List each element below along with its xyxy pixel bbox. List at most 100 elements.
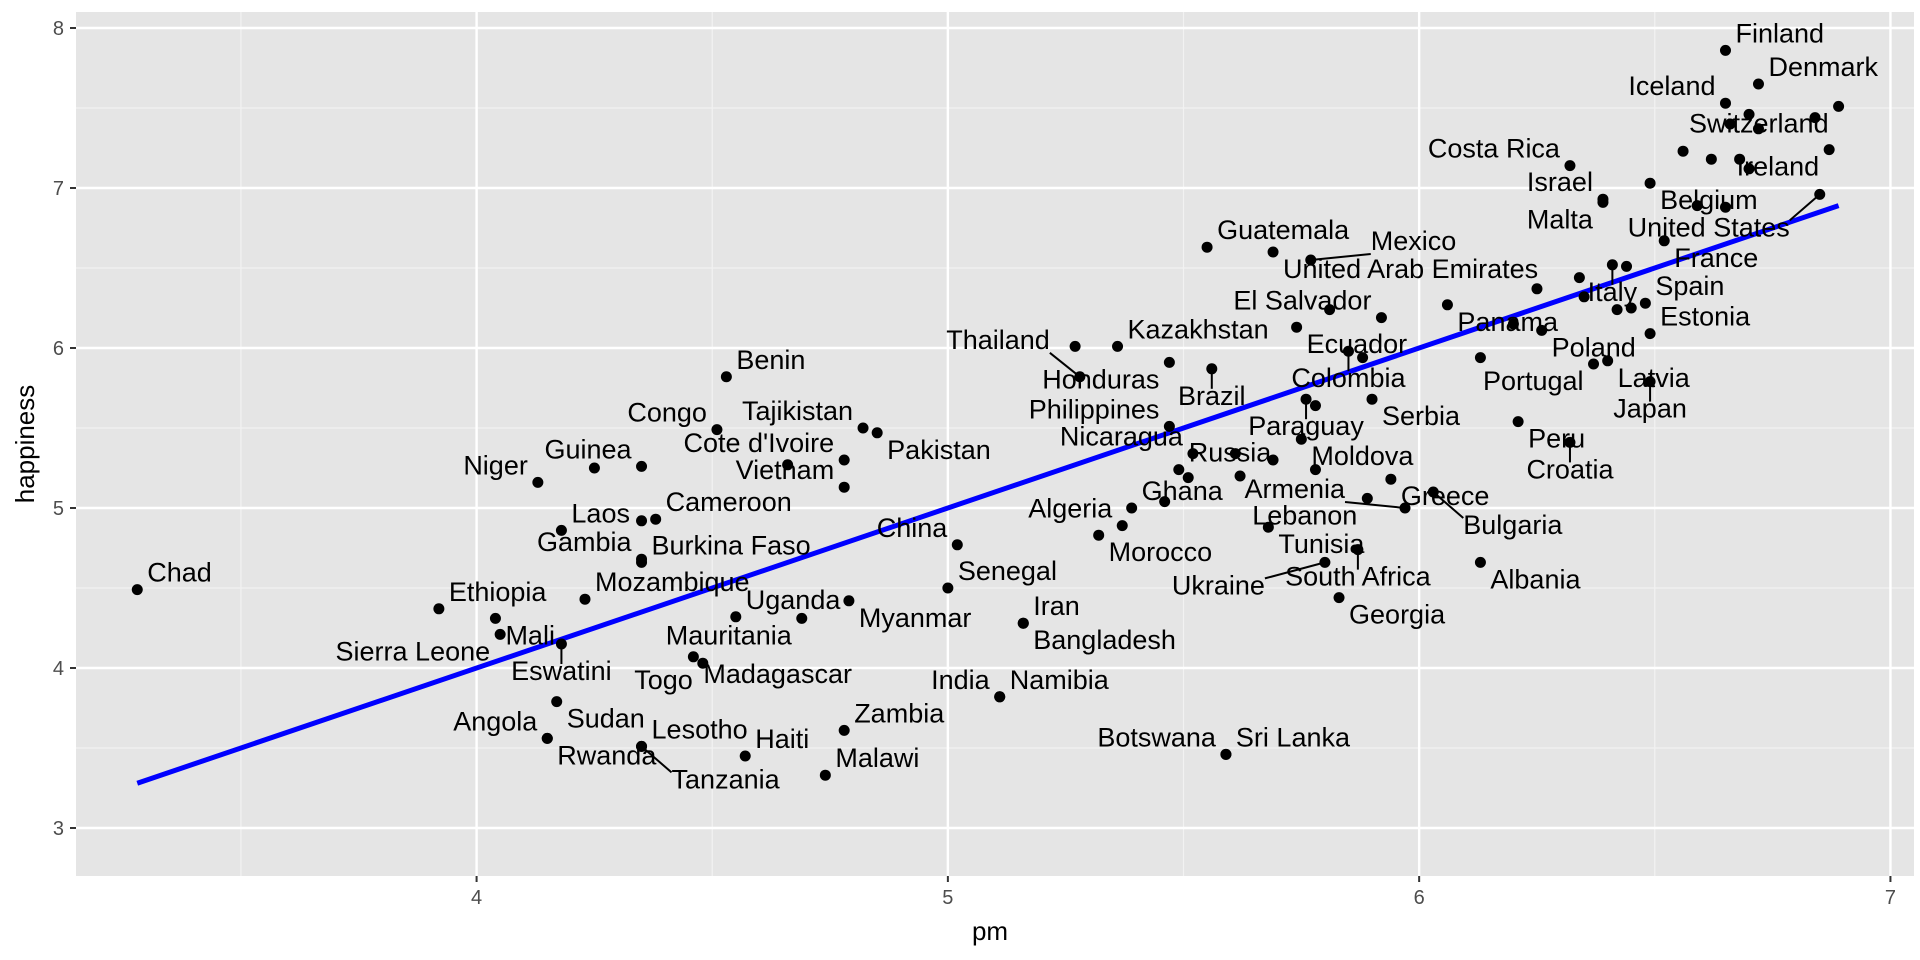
data-point	[1474, 352, 1486, 364]
point-label: Portugal	[1483, 366, 1584, 396]
point-label: Laos	[571, 498, 630, 528]
data-point	[1163, 420, 1175, 432]
label-leader-line	[1432, 491, 1464, 519]
data-point	[1724, 118, 1736, 130]
point-label: Estonia	[1660, 302, 1751, 332]
data-point	[1093, 529, 1105, 541]
data-point	[1361, 492, 1373, 504]
point-label: Poland	[1552, 332, 1636, 362]
point-label: Pakistan	[887, 435, 991, 465]
data-point	[1564, 160, 1576, 172]
data-point	[994, 691, 1006, 703]
data-point	[636, 460, 648, 472]
data-point	[1295, 433, 1307, 445]
data-point	[1159, 496, 1171, 508]
panel-background	[76, 12, 1914, 876]
data-point	[1173, 464, 1185, 476]
x-tick-label: 4	[471, 887, 482, 909]
point-label: Cameroon	[666, 487, 792, 517]
data-point	[1743, 163, 1755, 175]
data-point	[1512, 416, 1524, 428]
x-axis-title: pm	[972, 916, 1008, 946]
point-label: Serbia	[1382, 401, 1461, 431]
data-point	[1163, 356, 1175, 368]
point-label: Mexico	[1371, 226, 1457, 256]
trend-line	[136, 203, 1840, 786]
point-label: China	[877, 513, 949, 543]
point-label: Congo	[627, 398, 707, 428]
data-point	[1588, 358, 1600, 370]
data-point	[1536, 324, 1548, 336]
data-point	[1357, 352, 1369, 364]
data-point	[1069, 340, 1081, 352]
data-point	[494, 628, 506, 640]
data-point	[730, 611, 742, 623]
data-point	[1531, 283, 1543, 295]
label-leader-line	[1264, 561, 1326, 580]
data-point	[1597, 196, 1609, 208]
data-point	[1734, 153, 1746, 165]
point-label: United States	[1628, 212, 1790, 242]
data-point	[1719, 201, 1731, 213]
point-label: Croatia	[1526, 454, 1614, 484]
data-point	[1333, 592, 1345, 604]
point-label: Peru	[1528, 424, 1585, 454]
label-leader-line	[640, 745, 673, 774]
point-label: Israel	[1527, 167, 1593, 197]
label-leader-line	[1310, 253, 1371, 261]
data-point	[541, 732, 553, 744]
point-label: India	[931, 665, 991, 695]
point-label: Tajikistan	[742, 396, 853, 426]
y-tick-label: 7	[53, 178, 64, 200]
point-label: Ghana	[1142, 476, 1224, 506]
point-labels-group: Chad Finland Denmark Iceland Switzerland Irel…	[147, 18, 1878, 794]
point-label: Switzerland	[1689, 108, 1829, 138]
data-point	[838, 454, 850, 466]
point-label: Sudan	[567, 704, 645, 734]
data-point	[1220, 748, 1232, 760]
point-label: Armenia	[1244, 474, 1346, 504]
point-label: Namibia	[1010, 665, 1110, 695]
data-point	[871, 427, 883, 439]
point-label: Tunisia	[1278, 529, 1365, 559]
point-label: Myanmar	[859, 603, 972, 633]
point-label: Greece	[1401, 481, 1490, 511]
data-point	[739, 750, 751, 762]
point-label: Sri Lanka	[1236, 722, 1351, 752]
grid-minor	[76, 12, 1914, 876]
point-label: Paraguay	[1248, 411, 1364, 441]
data-point	[697, 657, 709, 669]
data-point	[1507, 318, 1519, 330]
x-tick-label: 5	[942, 887, 953, 909]
data-point	[1267, 246, 1279, 258]
point-label: Niger	[463, 450, 528, 480]
point-label: Colombia	[1291, 363, 1406, 393]
data-point	[1017, 617, 1029, 629]
data-point	[1611, 304, 1623, 316]
data-point	[782, 459, 794, 471]
data-point	[1625, 302, 1637, 314]
point-label: Moldova	[1311, 441, 1414, 471]
point-label: Latvia	[1618, 363, 1691, 393]
point-label: Albania	[1490, 564, 1581, 594]
point-label: Uganda	[746, 585, 842, 615]
data-point	[1719, 97, 1731, 109]
data-point	[1267, 454, 1279, 466]
data-point	[1309, 464, 1321, 476]
point-label: Bangladesh	[1033, 625, 1176, 655]
point-label: Nicaragua	[1060, 422, 1184, 452]
point-label: Mozambique	[595, 567, 750, 597]
data-point	[951, 539, 963, 551]
point-label: Finland	[1735, 18, 1824, 48]
point-label: Vietnam	[736, 455, 835, 485]
point-label: Guatemala	[1217, 215, 1350, 245]
data-point	[532, 476, 544, 488]
y-tick-label: 6	[53, 338, 64, 360]
data-point	[1126, 502, 1138, 514]
point-label: Philippines	[1029, 394, 1160, 424]
data-point	[579, 593, 591, 605]
data-point	[1366, 393, 1378, 405]
data-point	[1262, 521, 1274, 533]
data-point	[857, 422, 869, 434]
